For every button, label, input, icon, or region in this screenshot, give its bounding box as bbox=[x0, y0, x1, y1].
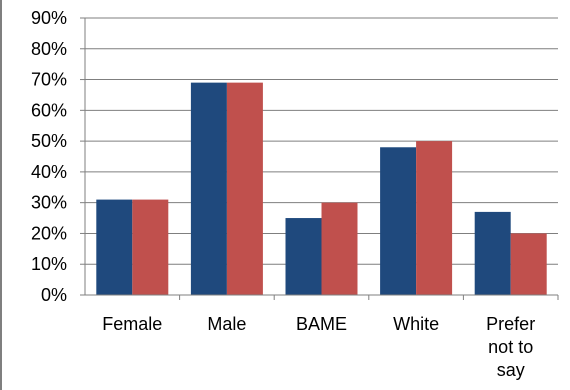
x-category-label: Prefer not to say bbox=[486, 314, 535, 380]
y-tick-label: 80% bbox=[31, 39, 67, 59]
bar-bame-series-2 bbox=[321, 202, 358, 295]
y-tick-label: 70% bbox=[31, 70, 67, 90]
x-category-label: Male bbox=[207, 314, 246, 334]
y-tick-label: 30% bbox=[31, 193, 67, 213]
bar-white-series-1 bbox=[380, 147, 417, 295]
y-tick-label: 0% bbox=[41, 285, 67, 305]
bar-prefer-not-to-say-series-1 bbox=[474, 211, 511, 295]
axes bbox=[84, 18, 559, 300]
bar-male-series-1 bbox=[190, 82, 227, 295]
bar-prefer-not-to-say-series-2 bbox=[510, 233, 547, 295]
x-category-label: Female bbox=[102, 314, 162, 334]
bar-female-series-1 bbox=[96, 199, 133, 295]
y-tick-label: 90% bbox=[31, 8, 67, 28]
y-tick-label: 60% bbox=[31, 100, 67, 120]
bars bbox=[96, 82, 547, 295]
bar-bame-series-1 bbox=[285, 218, 322, 295]
bar-male-series-2 bbox=[226, 82, 263, 295]
y-tick-label: 10% bbox=[31, 254, 67, 274]
x-category-labels: Female Male BAME White Prefer not to say bbox=[102, 314, 535, 380]
y-tick-label: 20% bbox=[31, 223, 67, 243]
y-tick-label: 40% bbox=[31, 162, 67, 182]
x-category-label: White bbox=[393, 314, 439, 334]
y-tick-labels: 0% 10% 20% 30% 40% 50% 60% 70% 80% 90% bbox=[31, 8, 67, 305]
y-tick-label: 50% bbox=[31, 131, 67, 151]
bar-white-series-2 bbox=[416, 141, 453, 295]
x-category-label: BAME bbox=[296, 314, 347, 334]
bar-female-series-2 bbox=[132, 199, 169, 295]
